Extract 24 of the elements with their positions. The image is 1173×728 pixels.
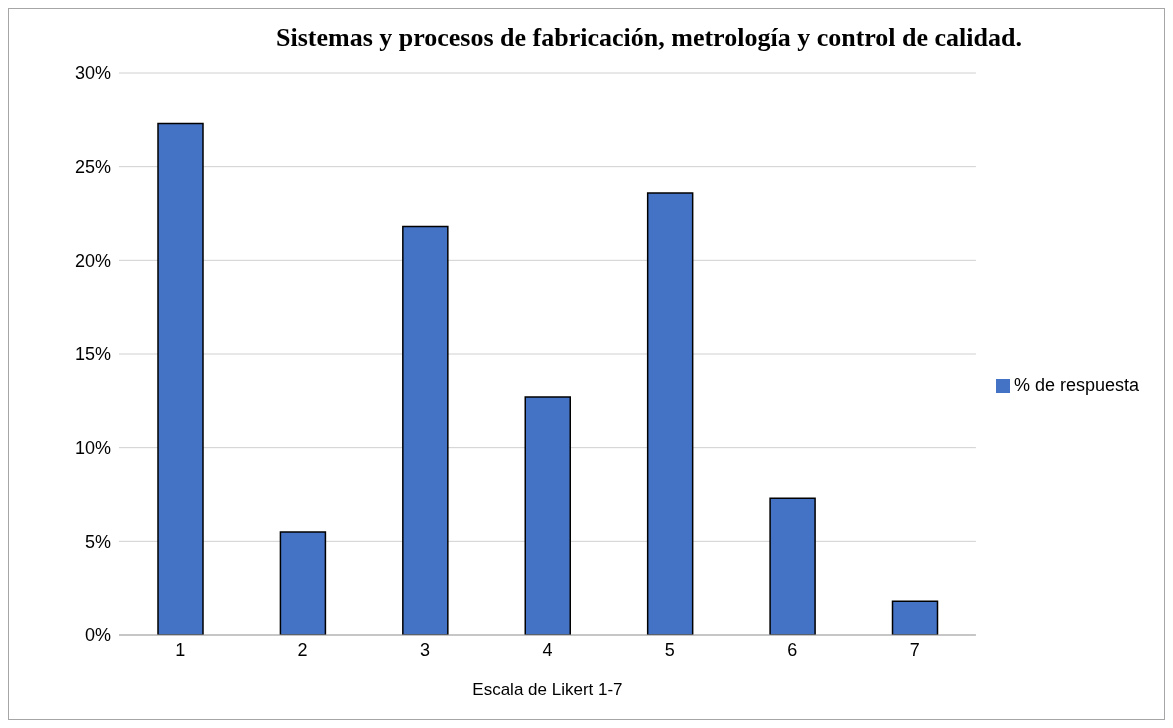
x-tick-label: 4: [542, 639, 553, 660]
x-tick-label: 3: [420, 639, 431, 660]
y-tick-label: 30%: [74, 63, 111, 84]
y-tick-label: 5%: [84, 531, 111, 552]
bar: [891, 600, 939, 635]
chart-title: Sistemas y procesos de fabricación, metrología y control de calidad.: [275, 23, 1023, 53]
bar: [402, 225, 449, 635]
y-tick-label: 15%: [74, 344, 111, 365]
x-tick-label: 5: [664, 639, 675, 660]
x-tick-label: 2: [297, 639, 308, 660]
y-tick-label: 10%: [74, 438, 111, 459]
y-tick-label: 0%: [84, 625, 111, 646]
bar: [524, 396, 571, 635]
x-tick-label: 1: [175, 639, 186, 660]
x-tick-label: 6: [787, 639, 798, 660]
y-tick-label: 25%: [74, 157, 111, 178]
x-axis-title: Escala de Likert 1-7: [472, 680, 623, 699]
bar: [769, 497, 816, 635]
bar: [646, 192, 694, 635]
y-tick-label: 20%: [74, 250, 111, 271]
bar: [279, 531, 327, 635]
legend-label: % de respuesta: [1013, 374, 1139, 395]
x-tick-label: 7: [909, 639, 920, 660]
bar: [157, 122, 204, 635]
